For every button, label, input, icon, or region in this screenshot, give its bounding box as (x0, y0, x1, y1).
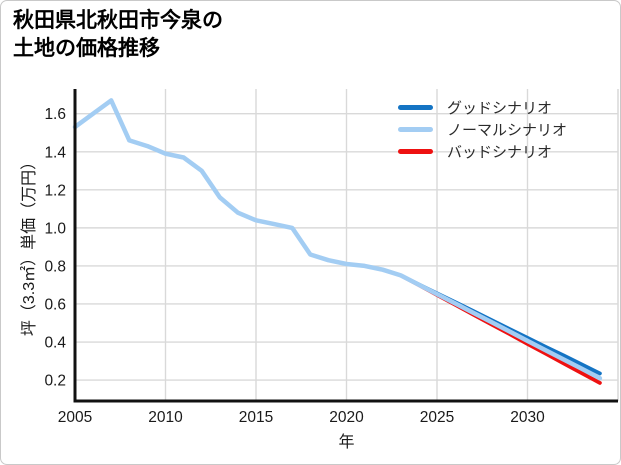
x-tick-label: 2025 (420, 409, 454, 426)
y-tick-label: 0.2 (44, 373, 66, 390)
y-axis-title: 坪（3.3㎡）単価（万円） (21, 153, 38, 337)
legend-swatch-bad (398, 148, 433, 154)
x-tick-label: 2030 (510, 409, 545, 426)
y-tick-label: 1.4 (44, 144, 66, 161)
legend-label-good: グッドシナリオ (447, 99, 553, 117)
y-tick-label: 0.6 (44, 296, 66, 313)
legend-swatch-normal (398, 126, 433, 132)
x-axis-title: 年 (338, 434, 355, 451)
y-tick-label: 0.8 (44, 258, 66, 275)
legend-item-good: グッドシナリオ (398, 96, 567, 118)
series-line-normal (72, 98, 603, 381)
legend-label-normal: ノーマルシナリオ (447, 121, 568, 139)
chart-title-line-1: 秋田県北秋田市今泉の (13, 9, 223, 32)
y-tick-label: 0.4 (44, 335, 66, 352)
legend-label-bad: バッドシナリオ (447, 143, 553, 161)
legend-item-bad: バッドシナリオ (398, 140, 567, 162)
x-tick-label: 2015 (239, 409, 273, 426)
x-tick-label: 2005 (58, 409, 92, 426)
y-tick-label: 1.6 (44, 106, 66, 123)
legend-swatch-good (398, 104, 433, 110)
legend-item-normal: ノーマルシナリオ (398, 118, 567, 140)
y-tick-label: 1.0 (44, 220, 66, 237)
y-tick-label: 1.2 (44, 182, 66, 199)
x-tick-label: 2020 (329, 409, 364, 426)
x-tick-label: 2010 (148, 409, 183, 426)
chart-legend: グッドシナリオ ノーマルシナリオ バッドシナリオ (398, 96, 567, 162)
chart-title-line-2: 土地の価格推移 (13, 37, 160, 60)
chart-title: 秋田県北秋田市今泉の 土地の価格推移 (13, 7, 223, 63)
